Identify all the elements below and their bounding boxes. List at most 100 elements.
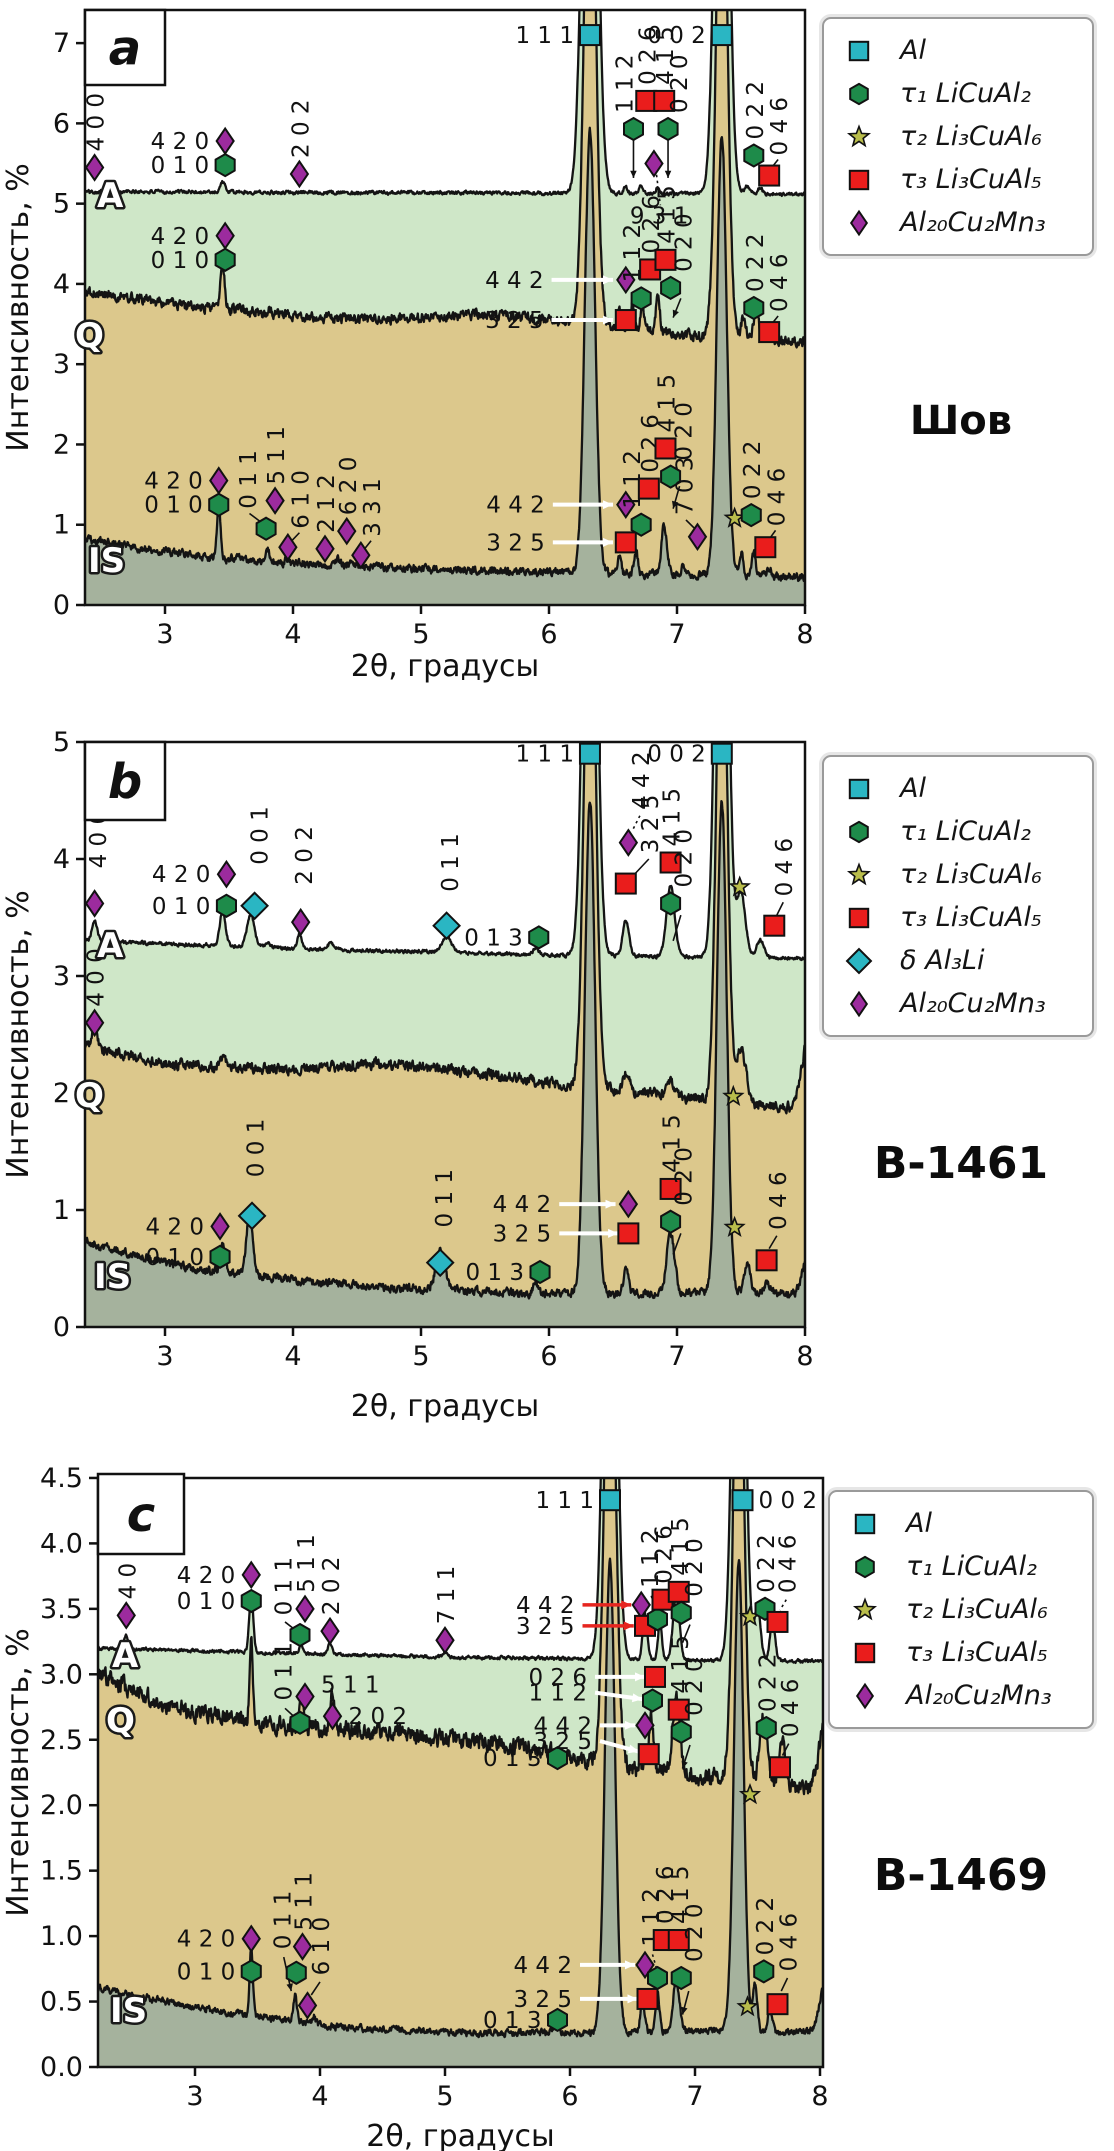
peak-label: 0 0 1 (247, 806, 273, 865)
curve-tag-A: A (97, 926, 124, 966)
annotation-022: 0 2 2 (755, 1653, 781, 1741)
legend-label: τ₂ Li₃CuAl₆ (900, 859, 1042, 890)
legend-item-al: Al (842, 29, 1078, 72)
peak-label: 0 1 1 (272, 1642, 298, 1701)
x-tick-label: 7 (686, 2081, 703, 2112)
arrow-head (625, 1960, 635, 1970)
annotation-026: 0 2 6 (652, 1865, 679, 1952)
t1-marker (642, 1688, 663, 1713)
x-tick-label: 5 (412, 1341, 429, 1372)
legend-item-mn: Al₂₀Cu₂Mn₃ (842, 201, 1078, 244)
t2-legend-icon (846, 123, 872, 147)
mn-marker (849, 209, 869, 236)
annotation-011: 0 1 1 (272, 1642, 311, 1735)
annotation-111: 1 1 1 (515, 742, 601, 768)
connector-line (291, 532, 300, 542)
y-tick-label: 2.0 (40, 1790, 83, 1821)
mn-marker (292, 1932, 313, 1961)
annotation-442: 4 4 2 (618, 751, 655, 857)
legend-label: δ Al₃Li (900, 945, 985, 976)
t3-marker (637, 1743, 660, 1766)
t3-marker (654, 437, 677, 460)
annotation-111: 1 1 1 (515, 23, 601, 49)
peak-label: 5 1 1 (294, 1534, 320, 1593)
peak-label: 3 2 5 (513, 1987, 572, 2013)
legend-label: Al (900, 35, 926, 66)
mn-marker (849, 990, 869, 1017)
annotation-442: 4 4 2 (493, 1189, 639, 1219)
mn-marker (297, 1991, 318, 2020)
t1-marker (855, 1555, 875, 1578)
peak-label: 0 1 1 (438, 833, 464, 892)
annotation-325: 3 2 5 (493, 1221, 640, 1247)
mn-marker (289, 159, 310, 189)
curve-tag-Q: Q (75, 1076, 104, 1116)
peak-label: 0 2 0 (672, 402, 698, 461)
arrow-head (623, 1621, 634, 1631)
peak-label: 2 1 2 (314, 474, 340, 533)
t3-marker (617, 1222, 640, 1245)
x-tick-label: 3 (156, 619, 173, 650)
legend-label: Al₂₀Cu₂Mn₃ (906, 1680, 1052, 1711)
peak-label: 0 2 6 (653, 1865, 679, 1924)
annotations-b: 4 0 0 4 2 0 0 1 0 0 0 1 2 0 2 0 1 1 0 1 3 1 1 1… (84, 742, 799, 1286)
annotation-t2 (738, 1782, 762, 1805)
t1-marker (630, 512, 652, 537)
al-marker (578, 742, 601, 765)
y-tick-label: 1.0 (40, 1921, 83, 1952)
annotation-202: 2 0 2 (319, 1557, 345, 1646)
mn-marker (241, 1560, 261, 1590)
curve-tag-Q: Q (106, 1701, 135, 1741)
y-tick-label: 1 (53, 510, 70, 541)
annotation-931: 9 3 1 (630, 149, 688, 230)
x-tick-label: 7 (668, 619, 685, 650)
annotation-442: 4 4 2 (486, 490, 636, 519)
t3-marker (614, 872, 637, 895)
t1-marker (849, 82, 869, 105)
fill-Q-b (85, 742, 805, 1327)
al-marker (854, 1513, 876, 1534)
annotation-013: 0 1 3 (483, 1745, 568, 1772)
peak-label: 1 1 2 (528, 1681, 587, 1707)
arrow-head (625, 1720, 635, 1730)
peak-label: 3 2 5 (486, 530, 545, 556)
annotation-020: 0 2 0 (670, 1657, 708, 1769)
x-axis-label: 2θ, градусы (351, 1389, 539, 1424)
peak-label: 3 2 5 (533, 1729, 592, 1755)
x-tick-label: 8 (796, 1341, 813, 1372)
peak-label: 4 4 2 (516, 1593, 575, 1619)
mn-marker (116, 1601, 136, 1630)
t3-marker (758, 321, 781, 344)
peak-label: 4 1 5 (668, 1865, 694, 1924)
t1-marker (657, 116, 679, 142)
al-marker (731, 1489, 754, 1512)
curve-tag-IS: IS (94, 1257, 131, 1297)
annotation-001: 0 0 1 (240, 806, 273, 921)
peak-label: 0 2 0 (672, 213, 698, 272)
connector-line (672, 1233, 682, 1255)
legend-b: Al τ₁ LiCuAl₂ τ₂ Li₃CuAl₆ τ₃ Li₃CuAl₅ δ Al₃L… (822, 755, 1094, 1037)
arrow-head (605, 1199, 616, 1209)
peak-label: 0 4 6 (775, 1535, 801, 1594)
curve-tag-A: A (97, 176, 124, 216)
t1-marker (647, 1607, 668, 1632)
mn-legend-icon (849, 990, 869, 1017)
peak-label: 0 2 0 (682, 1657, 708, 1716)
annotation-020: 0 2 0 (670, 1538, 708, 1644)
annotation-415: 4 1 5 (659, 788, 686, 874)
annotation-011: 0 1 1 (236, 450, 277, 541)
peak-label: 4 2 0 (144, 469, 203, 495)
annotation-013: 0 1 3 (483, 2007, 568, 2034)
annotation-002: 0 0 2 (731, 1488, 817, 1514)
annotation-212: 2 1 2 (314, 474, 340, 564)
annotation-610: 6 1 0 (297, 1917, 335, 2020)
peak-label: 1 1 1 (535, 1488, 594, 1514)
annotation-026: 0 2 6 (651, 1525, 678, 1611)
connector-line (780, 1977, 789, 1992)
mn-legend-icon (849, 209, 869, 236)
peak-label: 0 1 3 (465, 1260, 524, 1286)
t1-marker (660, 891, 682, 916)
legend-item-delta: δ Al₃Li (842, 939, 1078, 982)
